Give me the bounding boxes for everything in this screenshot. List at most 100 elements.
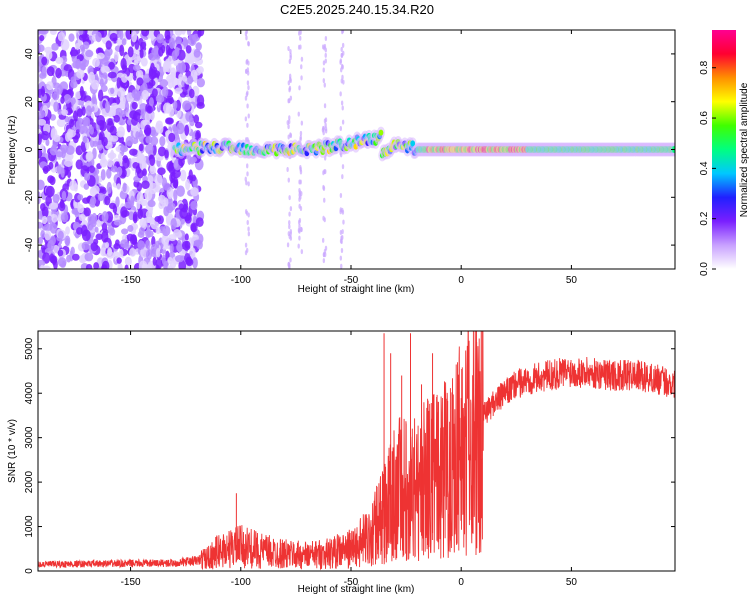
streak-blob (288, 262, 291, 268)
noise-blob (72, 253, 80, 261)
noise-blob (128, 211, 135, 221)
noise-blob (192, 257, 198, 269)
noise-blob (51, 213, 58, 223)
noise-blob (197, 30, 202, 38)
noise-blob (41, 130, 50, 141)
snr-x-ticks: -150 -100 -50 0 50 (121, 331, 577, 588)
noise-blob (47, 239, 55, 252)
noise-blob (88, 71, 96, 84)
x-tick-label: 50 (566, 275, 578, 286)
noise-blob (110, 149, 115, 161)
snr-y-ticks: 0 1000 2000 3000 4000 5000 (24, 337, 675, 574)
noise-blob (155, 248, 161, 258)
noise-blob (41, 56, 48, 66)
noise-blob (81, 229, 91, 242)
noise-blob (38, 236, 44, 245)
track-point (410, 140, 416, 147)
noise-blob (157, 215, 164, 225)
x-tick-label: 0 (458, 577, 464, 588)
noise-blob (181, 30, 186, 35)
streak-blob (341, 30, 344, 35)
streak-blob (246, 90, 249, 96)
noise-blob (113, 219, 123, 226)
noise-blob (137, 240, 145, 250)
noise-blob (113, 51, 119, 63)
y-tick-label: -40 (24, 237, 35, 252)
noise-blob (144, 111, 151, 123)
streak-blob (287, 134, 290, 140)
streak-blob (324, 245, 328, 251)
noise-blob (149, 165, 157, 175)
noise-blob (101, 260, 110, 269)
noise-blob (67, 170, 72, 178)
colorbar-ticks: 0.0 0.2 0.4 0.6 0.8 (699, 60, 716, 276)
noise-blob (121, 73, 128, 83)
noise-blob (73, 134, 79, 144)
noise-blob (105, 40, 112, 50)
noise-blob (135, 69, 144, 79)
streak-blob (341, 64, 344, 70)
noise-blob (46, 81, 54, 91)
noise-blob (92, 140, 99, 147)
streak-blob (322, 258, 326, 264)
noise-blob (134, 56, 142, 64)
noise-blob (110, 87, 115, 95)
noise-blob (116, 87, 126, 98)
streak-blob (289, 76, 292, 82)
noise-blob (119, 44, 125, 57)
noise-blob (136, 155, 144, 163)
streak-blob (289, 257, 292, 263)
noise-blob (95, 233, 103, 241)
noise-blob (132, 64, 141, 72)
noise-blob (165, 117, 173, 124)
noise-blob (48, 161, 54, 170)
noise-blob (101, 222, 108, 233)
x-tick-label: -150 (121, 275, 141, 286)
noise-blob (173, 189, 178, 202)
streak-blob (340, 100, 344, 106)
noise-blob (108, 227, 116, 236)
noise-blob (162, 102, 172, 114)
noise-blob (73, 183, 78, 192)
noise-blob (175, 122, 185, 135)
noise-blob (60, 212, 69, 223)
streak-blob (341, 105, 344, 111)
noise-blob (69, 118, 75, 128)
noise-blob (78, 213, 86, 222)
noise-blob (148, 97, 154, 107)
noise-blob (69, 49, 79, 57)
noise-blob (176, 185, 185, 197)
streak-blob (289, 95, 293, 101)
noise-blob (169, 37, 175, 49)
noise-blob (107, 247, 113, 257)
noise-blob (57, 257, 67, 268)
noise-blob (77, 203, 84, 214)
streak-blob (298, 223, 301, 229)
streak-blob (324, 52, 327, 58)
noise-blob (64, 158, 74, 167)
noise-blob (49, 176, 56, 186)
noise-blob (38, 221, 43, 229)
streak-blob (288, 59, 292, 65)
noise-blob (104, 195, 111, 206)
x-tick-label: -100 (231, 275, 251, 286)
noise-blob (155, 94, 165, 103)
streak-blob (247, 85, 250, 91)
noise-blob (137, 208, 143, 220)
streak-blob (299, 130, 303, 136)
streak-blob (286, 242, 290, 248)
noise-blob (158, 47, 164, 57)
noise-blob (85, 263, 93, 269)
track-point (378, 129, 384, 136)
noise-blob (45, 138, 50, 147)
noise-blob (179, 207, 188, 219)
noise-blob (63, 94, 72, 104)
noise-blob (84, 173, 91, 181)
noise-blob (182, 75, 188, 82)
noise-blob (161, 225, 171, 237)
noise-blob (118, 248, 124, 258)
noise-blob (117, 153, 122, 161)
noise-blob (184, 240, 191, 249)
noise-blob (116, 130, 125, 138)
noise-blob (100, 168, 106, 181)
